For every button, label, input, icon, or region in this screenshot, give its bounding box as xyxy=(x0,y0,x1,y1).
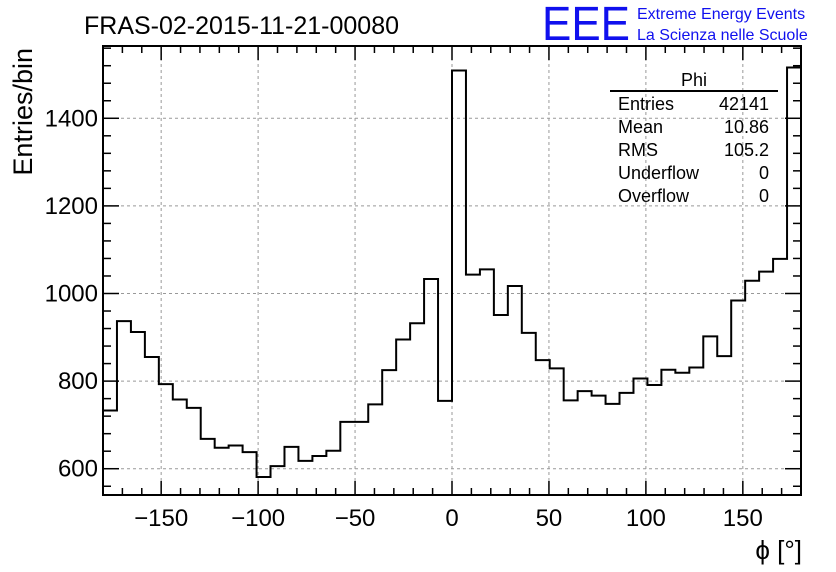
x-tick-label: −100 xyxy=(231,505,285,532)
stats-label: Underflow xyxy=(618,163,700,183)
histogram-line xyxy=(103,66,801,479)
x-tick-label: −50 xyxy=(335,505,376,532)
logo-mark: EEE xyxy=(542,0,630,51)
x-tick-label: 100 xyxy=(626,505,666,532)
y-axis-title: Entries/bin xyxy=(8,48,38,176)
y-tick-label: 1000 xyxy=(45,280,98,307)
x-tick-label: −150 xyxy=(134,505,188,532)
y-axis-ticks: 600 800 1000 1200 1400 xyxy=(45,47,801,487)
chart-title: FRAS-02-2015-11-21-00080 xyxy=(84,12,399,40)
y-tick-label: 800 xyxy=(58,368,98,395)
y-tick-label: 1400 xyxy=(45,105,98,132)
stats-value: 0 xyxy=(759,163,769,183)
logo-line-2: La Scienza nelle Scuole xyxy=(637,27,808,44)
x-tick-label: 0 xyxy=(445,505,458,532)
stats-label: RMS xyxy=(618,140,658,160)
x-tick-label: 150 xyxy=(723,505,763,532)
stats-value: 10.86 xyxy=(724,117,769,137)
stats-box: Phi Entries 42141 Mean 10.86 RMS 105.2 Underfl… xyxy=(610,70,778,206)
logo-line-1: Extreme Energy Events xyxy=(637,6,805,23)
stats-value: 105.2 xyxy=(724,140,769,160)
stats-value: 0 xyxy=(759,186,769,206)
x-axis-ticks: −150 −100 −50 0 50 100 150 xyxy=(102,46,802,532)
stats-rows: Entries 42141 Mean 10.86 RMS 105.2 Underflow 0 O… xyxy=(618,94,769,206)
stats-value: 42141 xyxy=(719,94,769,114)
x-tick-label: 50 xyxy=(536,505,563,532)
y-tick-label: 600 xyxy=(58,456,98,483)
stats-label: Mean xyxy=(618,117,663,137)
x-axis-title: ϕ [°] xyxy=(755,535,802,565)
stats-label: Overflow xyxy=(618,186,690,206)
eee-logo: EEE Extreme Energy Events La Scienza nel… xyxy=(542,0,808,51)
stats-label: Entries xyxy=(618,94,674,114)
stats-box-title: Phi xyxy=(681,70,707,90)
y-tick-label: 1200 xyxy=(45,193,98,220)
